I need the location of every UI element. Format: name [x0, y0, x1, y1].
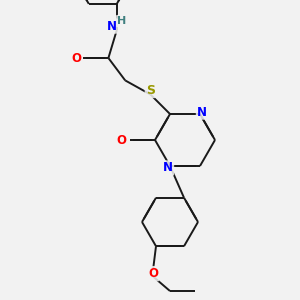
Text: N: N [107, 20, 117, 32]
Text: S: S [146, 84, 155, 97]
Text: O: O [117, 134, 127, 146]
Text: H: H [117, 16, 126, 26]
Text: O: O [71, 52, 81, 64]
Text: N: N [197, 106, 207, 118]
Text: N: N [163, 161, 173, 175]
Text: O: O [148, 267, 158, 280]
